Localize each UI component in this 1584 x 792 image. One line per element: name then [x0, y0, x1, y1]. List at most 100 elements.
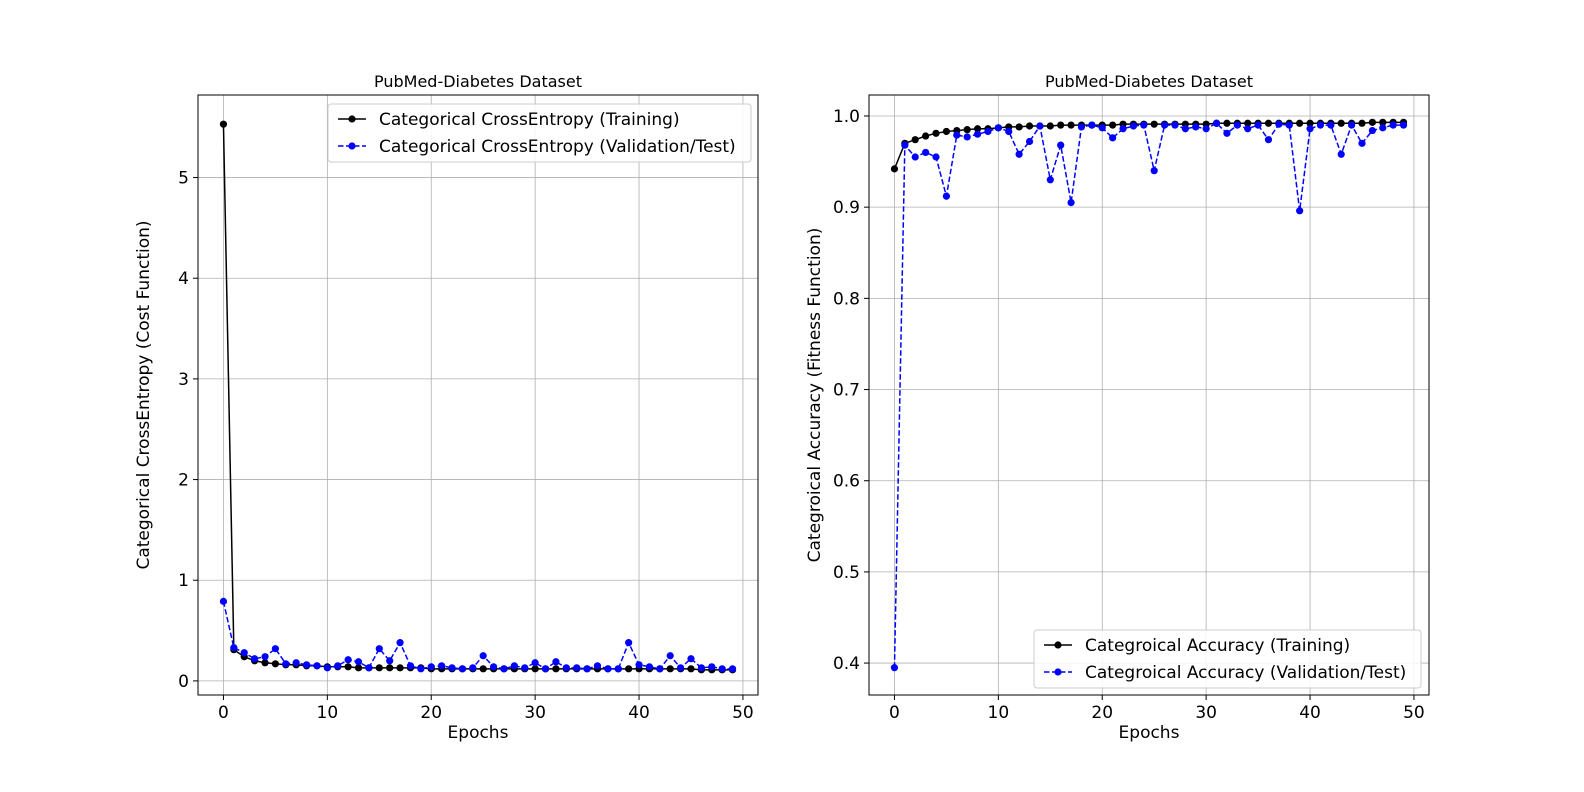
data-point: [219, 120, 228, 128]
data-point: [1389, 121, 1397, 129]
data-point: [354, 658, 363, 666]
data-point: [531, 665, 539, 673]
y-tick-label: 1.0: [833, 107, 860, 127]
y-axis-label: Categroical Accuracy (Fitness Function): [805, 228, 825, 563]
x-tick-label: 50: [732, 703, 754, 723]
data-point: [396, 639, 404, 647]
data-point: [994, 124, 1002, 132]
data-point: [1254, 121, 1262, 129]
data-point: [1192, 123, 1200, 131]
data-point: [1150, 167, 1158, 175]
data-point: [1015, 123, 1023, 131]
data-point: [604, 665, 612, 673]
series-line-2: [222, 601, 733, 670]
series-line-1: [893, 121, 1404, 170]
data-point: [922, 148, 930, 157]
x-tick-label: 0: [889, 703, 900, 723]
y-tick-label: 4: [178, 269, 189, 289]
data-point: [1077, 123, 1086, 131]
data-point: [1358, 139, 1366, 147]
data-point: [552, 665, 560, 673]
data-point: [386, 657, 394, 665]
data-point: [1358, 119, 1366, 127]
data-point: [1109, 134, 1117, 142]
data-point: [942, 192, 951, 200]
data-point: [219, 597, 228, 605]
legend-entry: Categroical Accuracy (Training): [1085, 636, 1350, 656]
data-point: [261, 659, 269, 667]
data-point: [911, 153, 919, 161]
data-point: [438, 662, 446, 670]
data-point: [1067, 198, 1075, 207]
x-tick-label: 20: [1091, 703, 1113, 723]
legend-marker: [348, 142, 356, 150]
data-point: [1212, 119, 1221, 127]
data-point: [1005, 127, 1013, 136]
data-point: [666, 665, 674, 673]
data-point: [890, 664, 899, 672]
data-point: [417, 665, 425, 673]
data-point: [901, 141, 909, 149]
data-point: [541, 665, 550, 673]
x-tick-label: 20: [420, 703, 442, 723]
data-point: [521, 664, 529, 672]
data-point: [1264, 119, 1273, 127]
data-point: [500, 665, 508, 673]
data-point: [354, 664, 363, 672]
data-point: [1306, 119, 1314, 127]
legend-entry: Categorical CrossEntropy (Training): [379, 110, 680, 130]
data-point: [375, 664, 383, 672]
data-point: [240, 649, 248, 657]
data-point: [1337, 150, 1345, 158]
data-point: [1264, 136, 1273, 144]
data-point: [583, 665, 591, 673]
data-point: [676, 664, 685, 672]
data-point: [365, 664, 373, 672]
chart-1: 0 10 20 30 40 50 0 1 2 3 4 5 PubMed-Diabetes Dataset…: [134, 72, 759, 743]
data-point: [396, 664, 404, 672]
legend-box: [327, 103, 752, 163]
data-point: [271, 645, 280, 653]
y-tick-label: 0: [178, 672, 189, 692]
data-point: [718, 665, 726, 673]
y-tick-label: 1: [178, 571, 189, 591]
data-point: [932, 129, 940, 137]
data-point: [292, 659, 300, 667]
data-point: [510, 662, 518, 670]
data-point: [479, 652, 487, 660]
data-point: [458, 665, 467, 673]
legend-marker: [1054, 641, 1062, 649]
x-tick-label: 10: [317, 703, 339, 723]
y-tick-label: 0.9: [833, 198, 860, 218]
y-tick-label: 0.6: [833, 472, 860, 492]
data-point: [973, 130, 982, 138]
data-point: [479, 665, 487, 673]
data-point: [656, 665, 664, 673]
x-axis-label: Epochs: [448, 723, 509, 743]
data-point: [1327, 121, 1335, 129]
data-point: [230, 644, 238, 652]
y-tick-label: 5: [178, 169, 189, 189]
data-point: [1129, 122, 1138, 130]
data-point: [1181, 125, 1189, 133]
x-axis-label: Epochs: [1119, 723, 1180, 743]
data-point: [728, 665, 737, 673]
legend-marker: [348, 115, 356, 123]
data-point: [890, 165, 899, 173]
data-point: [1244, 119, 1252, 127]
data-point: [323, 664, 331, 672]
y-tick-label: 0.5: [833, 563, 860, 583]
data-point: [406, 662, 415, 670]
y-tick-label: 2: [178, 471, 189, 491]
data-point: [1379, 118, 1387, 126]
data-point: [261, 653, 269, 661]
data-point: [1160, 121, 1169, 129]
legend-marker: [1054, 668, 1062, 676]
data-point: [313, 662, 321, 670]
data-point: [1316, 121, 1325, 129]
data-point: [251, 655, 259, 663]
data-point: [344, 663, 352, 671]
data-point: [1015, 150, 1023, 158]
data-point: [334, 662, 342, 670]
